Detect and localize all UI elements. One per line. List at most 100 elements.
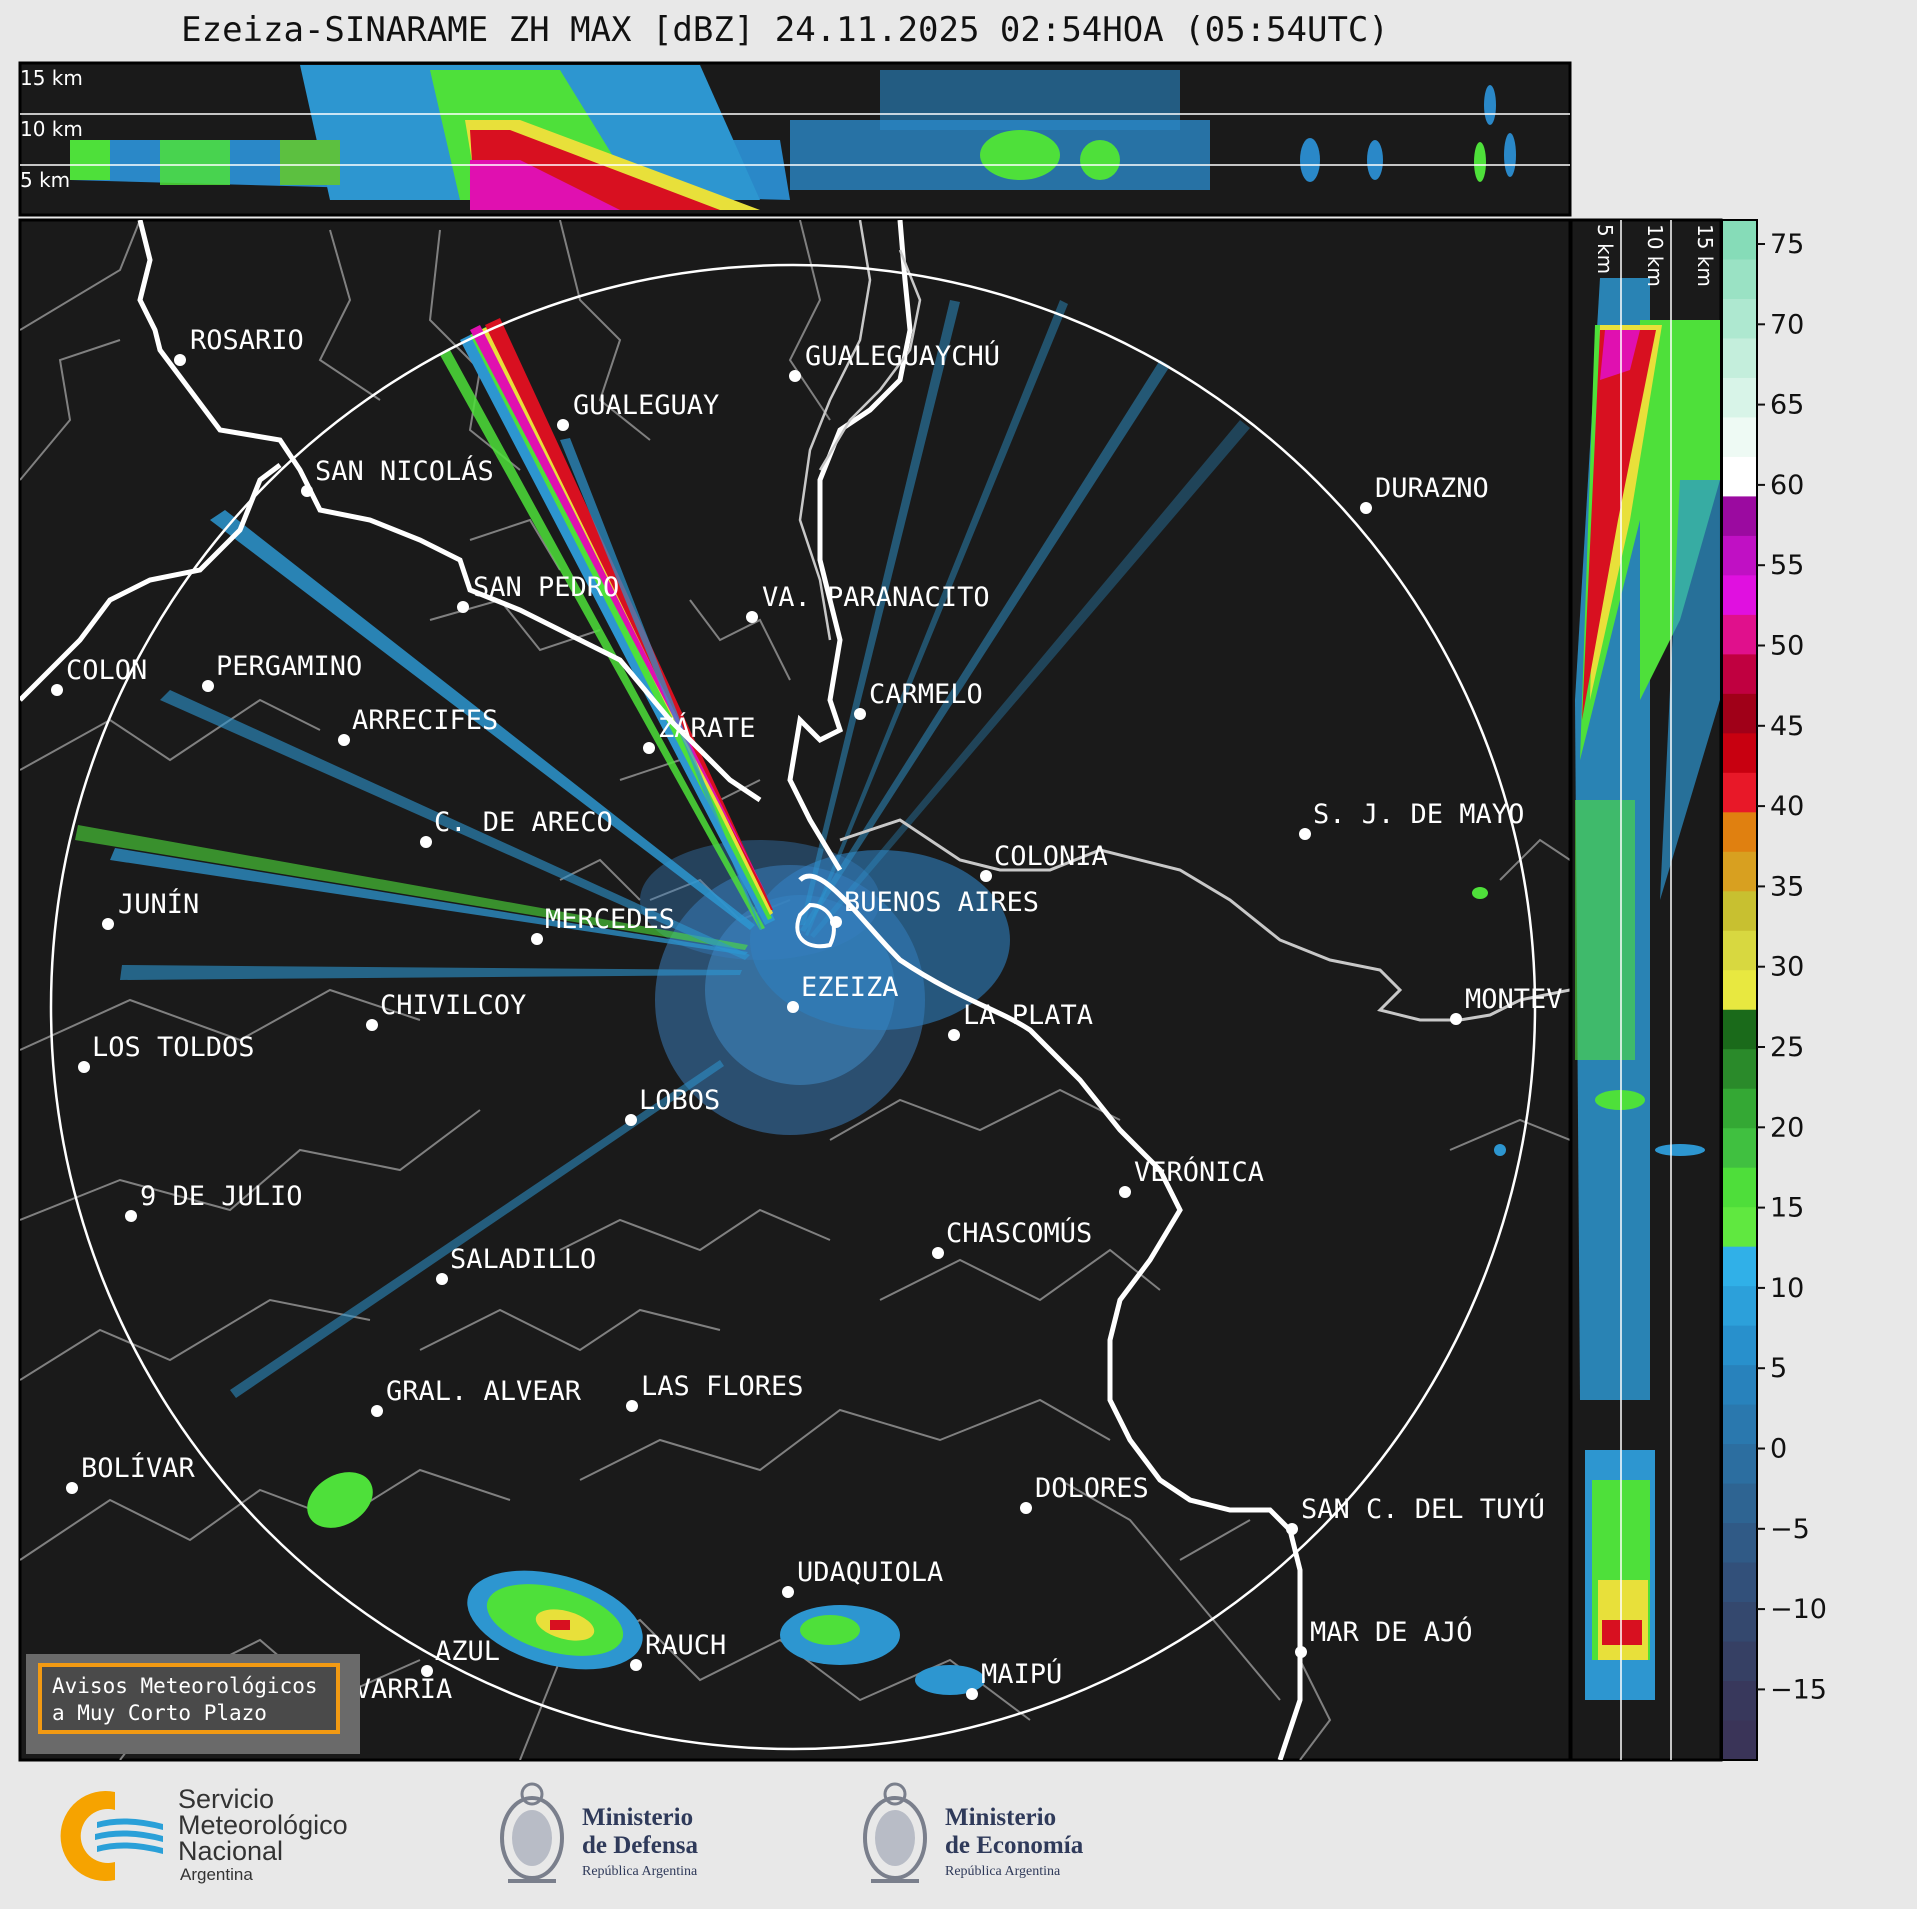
- city-gral-alvear: GRAL. ALVEAR: [371, 1376, 582, 1417]
- svg-text:ROSARIO: ROSARIO: [190, 325, 304, 356]
- colorbar-tick-label: 75: [1770, 229, 1804, 260]
- colorbar-swatch: [1722, 1562, 1757, 1603]
- colorbar-swatch: [1722, 1286, 1757, 1327]
- economia-line2: de Economía: [945, 1832, 1084, 1859]
- colorbar-swatch: [1722, 1444, 1757, 1485]
- radar-map: ROSARIO GUALEGUAYCHÚ GUALEGUAY SAN NICOL…: [18, 218, 1572, 1762]
- city-va-paranacito: VA. PARANACITO: [746, 582, 990, 623]
- smn-line1: Servicio: [178, 1784, 275, 1814]
- colorbar-tick-label: 15: [1770, 1193, 1804, 1224]
- colorbar-swatch: [1722, 891, 1757, 932]
- avisos-line2: a Muy Corto Plazo: [52, 1701, 267, 1725]
- city-zarate: ZÁRATE: [643, 712, 756, 754]
- colorbar-swatch: [1722, 1483, 1757, 1524]
- city-saladillo: SALADILLO: [436, 1244, 596, 1285]
- colorbar-swatch: [1722, 614, 1757, 655]
- svg-text:CARMELO: CARMELO: [869, 679, 983, 710]
- city-s-j-de-mayo: S. J. DE MAYO: [1299, 799, 1524, 840]
- colorbar-swatch: [1722, 417, 1757, 458]
- colorbar-swatch: [1722, 1641, 1757, 1682]
- colorbar-swatch: [1722, 1681, 1757, 1722]
- avisos-line1: Avisos Meteorológicos: [52, 1674, 318, 1698]
- city-gualeguay: GUALEGUAY: [557, 390, 719, 431]
- city-veronica: VERÓNICA: [1119, 1156, 1264, 1198]
- city-pergamino: PERGAMINO: [202, 651, 362, 692]
- colorbar-swatch: [1722, 812, 1757, 853]
- svg-text:GUALEGUAYCHÚ: GUALEGUAYCHÚ: [805, 340, 1000, 372]
- svg-text:LOS TOLDOS: LOS TOLDOS: [92, 1032, 255, 1063]
- defensa-logo: Ministerio de Defensa República Argentin…: [492, 1776, 772, 1896]
- city-san-nicolas: SAN NICOLÁS: [301, 455, 494, 497]
- svg-text:SAN NICOLÁS: SAN NICOLÁS: [315, 455, 494, 487]
- svg-text:LAS FLORES: LAS FLORES: [641, 1371, 804, 1402]
- colorbar-swatch: [1722, 377, 1757, 419]
- colorbar-tick-label: 70: [1770, 309, 1804, 340]
- svg-text:VERÓNICA: VERÓNICA: [1134, 1156, 1264, 1188]
- side-height-label-10: 10 km: [1643, 224, 1667, 287]
- colorbar-swatch: [1722, 1365, 1757, 1406]
- economia-line3: República Argentina: [945, 1864, 1061, 1879]
- colorbar-swatch: [1722, 1325, 1757, 1366]
- side-cross-section-panel: 5 km 10 km 15 km: [1569, 218, 1723, 1762]
- side-height-label-5: 5 km: [1593, 224, 1617, 274]
- svg-text:SAN C. DEL TUYÚ: SAN C. DEL TUYÚ: [1301, 1493, 1545, 1525]
- colorbar-tick-label: 5: [1770, 1353, 1787, 1384]
- coastlines-rivers: [20, 220, 1570, 1760]
- city-dolores: DOLORES: [1020, 1473, 1149, 1514]
- city-rosario: ROSARIO: [174, 325, 304, 366]
- city-ezeiza: EZEIZA: [787, 972, 899, 1013]
- svg-text:MERCEDES: MERCEDES: [545, 904, 675, 935]
- svg-text:EZEIZA: EZEIZA: [801, 972, 899, 1003]
- colorbar-tick-label: 20: [1770, 1112, 1804, 1143]
- city-gualeguaychu: GUALEGUAYCHÚ: [789, 340, 1000, 382]
- colorbar-swatches: [1722, 220, 1757, 1761]
- city-udaquiola: UDAQUIOLA: [782, 1557, 943, 1598]
- city-azul: AZUL: [421, 1636, 500, 1677]
- city-las-flores: LAS FLORES: [626, 1371, 804, 1412]
- colorbar-tick-label: 35: [1770, 871, 1804, 902]
- colorbar-swatch: [1722, 1167, 1757, 1208]
- smn-logo-icon: [60, 1791, 163, 1881]
- colorbar-tick-label: −5: [1770, 1514, 1810, 1545]
- city-lobos: LOBOS: [625, 1085, 720, 1126]
- city-durazno: DURAZNO: [1360, 473, 1489, 514]
- colorbar-swatch: [1722, 772, 1757, 813]
- colorbar-swatch: [1722, 1049, 1757, 1090]
- city-los-toldos: LOS TOLDOS: [78, 1032, 255, 1073]
- svg-text:BOLÍVAR: BOLÍVAR: [81, 1452, 196, 1484]
- colorbar-swatch: [1722, 298, 1757, 340]
- colorbar-swatch: [1722, 1720, 1757, 1761]
- svg-text:SALADILLO: SALADILLO: [450, 1244, 596, 1275]
- colorbar-swatch: [1722, 496, 1757, 537]
- colorbar-swatch: [1722, 970, 1757, 1011]
- smn-logo: Servicio Meteorológico Nacional Argentin…: [55, 1786, 385, 1886]
- svg-text:UDAQUIOLA: UDAQUIOLA: [797, 1557, 943, 1588]
- svg-text:GRAL. ALVEAR: GRAL. ALVEAR: [386, 1376, 582, 1407]
- colorbar-swatch: [1722, 733, 1757, 774]
- city-buenos-aires: BUENOS AIRES: [830, 887, 1039, 928]
- city-mar-de-ajo: MAR DE AJÓ: [1295, 1616, 1473, 1658]
- top-height-label-10: 10 km: [20, 117, 83, 141]
- colorbar-tick-label: 65: [1770, 390, 1804, 421]
- colorbar-swatch: [1722, 1207, 1757, 1248]
- defensa-line2: de Defensa: [582, 1832, 698, 1859]
- svg-text:ZÁRATE: ZÁRATE: [658, 712, 756, 744]
- colorbar-swatch: [1722, 338, 1757, 379]
- city-colonia: COLONIA: [980, 841, 1108, 882]
- avisos-link[interactable]: Avisos Meteorológicos a Muy Corto Plazo: [38, 1663, 340, 1734]
- smn-line4: Argentina: [180, 1865, 253, 1884]
- coat-of-arms-icon: [863, 1782, 927, 1883]
- svg-text:PERGAMINO: PERGAMINO: [216, 651, 362, 682]
- svg-text:AZUL: AZUL: [435, 1636, 500, 1667]
- colorbar-tick-label: 0: [1770, 1434, 1787, 1465]
- city-san-pedro: SAN PEDRO: [457, 572, 619, 613]
- side-height-label-15: 15 km: [1693, 224, 1717, 287]
- colorbar-swatch: [1722, 1404, 1757, 1445]
- top-height-label-5: 5 km: [20, 168, 70, 192]
- city-junin: JUNÍN: [102, 888, 199, 930]
- city-montevideo: MONTEV: [1450, 984, 1563, 1025]
- colorbar-swatch: [1722, 1088, 1757, 1129]
- city-chascomus: CHASCOMÚS: [932, 1217, 1092, 1259]
- svg-text:DURAZNO: DURAZNO: [1375, 473, 1489, 504]
